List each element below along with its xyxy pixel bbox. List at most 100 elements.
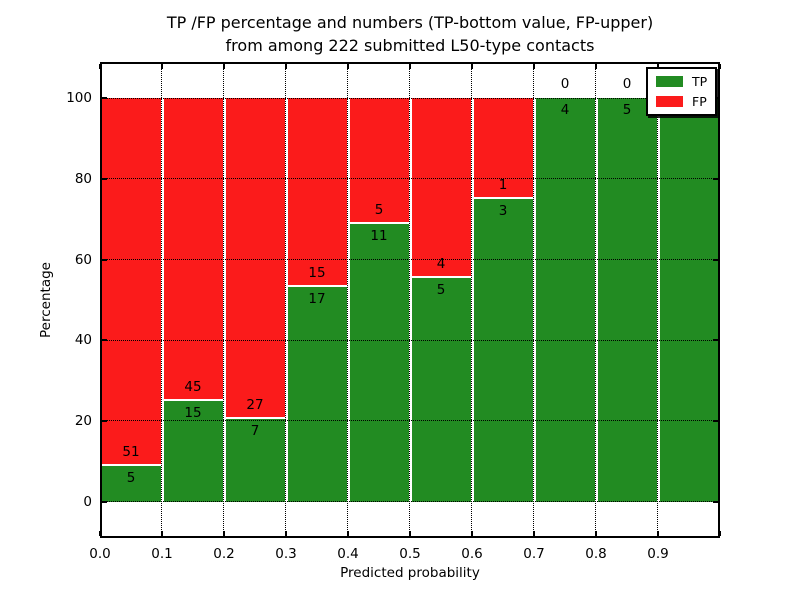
x-tick-mark (409, 531, 411, 536)
y-tick-label-80: 80 (74, 170, 92, 187)
bar-fp-bin-0.2 (225, 98, 285, 417)
y-tick-mark (713, 339, 718, 342)
y-tick-mark (713, 177, 718, 180)
gridline-x-0.1 (161, 62, 163, 538)
y-tick-mark (102, 339, 107, 342)
y-tick-label-100: 100 (66, 90, 92, 107)
y-tick-mark (102, 177, 107, 180)
x-tick-mark (347, 64, 349, 69)
bar-fp-bin-0.1 (163, 98, 223, 399)
legend-swatch-tp-icon (656, 76, 683, 87)
bar-tp-bin-0.7 (535, 98, 595, 502)
x-tick-mark (471, 531, 473, 536)
bar-tp-bin-0.9 (659, 98, 719, 502)
y-tick-mark (713, 258, 718, 261)
x-tick-label-0.8: 0.8 (585, 546, 607, 562)
fp-count-label: 15 (308, 265, 326, 282)
legend-swatch-fp-icon (656, 96, 683, 107)
fp-count-label: 27 (246, 396, 264, 413)
x-tick-label-0.9: 0.9 (647, 546, 669, 562)
legend: TP FP (646, 67, 718, 116)
gridline-x-0.5 (409, 62, 411, 538)
chart-title: TP /FP percentage and numbers (TP-bottom… (90, 11, 730, 57)
x-tick-label-0.5: 0.5 (399, 546, 421, 562)
tp-count-label: 7 (250, 422, 260, 439)
bar-tp-bin-0.3 (287, 287, 347, 502)
x-tick-mark (719, 531, 721, 536)
x-tick-mark (595, 531, 597, 536)
gridline-x-0.6 (471, 62, 473, 538)
bar-fp-bin-0.6 (473, 98, 533, 198)
x-tick-mark (223, 531, 225, 536)
chart-title-line2: from among 222 submitted L50-type contac… (225, 36, 595, 55)
fp-count-label: 51 (122, 443, 140, 460)
x-tick-mark (409, 64, 411, 69)
legend-entry-fp: FP (656, 95, 707, 108)
bar-tp-bin-0.2 (225, 418, 285, 502)
x-tick-label-0.4: 0.4 (337, 546, 359, 562)
fp-count-label: 5 (374, 202, 384, 219)
x-tick-mark (533, 64, 535, 69)
x-tick-mark (99, 531, 101, 536)
legend-label-tp: TP (692, 74, 708, 89)
legend-label-fp: FP (692, 94, 707, 109)
x-tick-mark (533, 531, 535, 536)
y-tick-mark (713, 420, 718, 423)
tp-count-label: 11 (370, 228, 388, 245)
y-tick-label-60: 60 (74, 251, 92, 268)
gridline-x-0.9 (657, 62, 659, 538)
x-tick-mark (161, 531, 163, 536)
tp-count-label: 4 (560, 102, 570, 119)
x-tick-label-0.2: 0.2 (213, 546, 235, 562)
bar-fp-bin-0.0 (101, 98, 161, 464)
bar-fp-bin-0.4 (349, 98, 409, 223)
fp-count-label: 1 (498, 177, 508, 194)
tp-count-label: 5 (126, 469, 136, 486)
y-axis-label: Percentage (38, 262, 54, 338)
tp-count-label: 5 (622, 102, 632, 119)
y-tick-mark (102, 97, 107, 100)
x-tick-mark (99, 64, 101, 69)
x-tick-label-0.7: 0.7 (523, 546, 545, 562)
bar-tp-bin-0.6 (473, 199, 533, 502)
x-tick-mark (285, 64, 287, 69)
chart-title-line1: TP /FP percentage and numbers (TP-bottom… (166, 13, 654, 32)
y-tick-label-20: 20 (74, 413, 92, 430)
gridline-x-0.2 (223, 62, 225, 538)
x-tick-mark (657, 531, 659, 536)
fp-count-label: 4 (436, 255, 446, 272)
x-tick-mark (657, 64, 659, 69)
gridline-x-0.3 (285, 62, 287, 538)
bar-tp-bin-0.0 (101, 465, 161, 502)
y-tick-mark (713, 500, 718, 503)
tp-count-label: 5 (436, 281, 446, 298)
x-tick-mark (223, 64, 225, 69)
bar-tp-bin-0.4 (349, 224, 409, 502)
x-tick-label-0.3: 0.3 (275, 546, 297, 562)
y-tick-mark (102, 500, 107, 503)
y-tick-label-0: 0 (83, 493, 92, 510)
fp-count-label: 45 (184, 378, 202, 395)
x-axis-label: Predicted probability (340, 565, 480, 581)
fp-count-label: 0 (560, 76, 570, 93)
bar-tp-bin-0.5 (411, 277, 471, 502)
x-tick-mark (161, 64, 163, 69)
bar-tp-bin-0.8 (597, 98, 657, 502)
gridline-x-0.7 (533, 62, 535, 538)
bar-fp-bin-0.5 (411, 98, 471, 276)
legend-entry-tp: TP (656, 75, 707, 88)
y-tick-label-40: 40 (74, 332, 92, 349)
x-tick-label-0.1: 0.1 (151, 546, 173, 562)
tp-count-label: 17 (308, 291, 326, 308)
x-tick-mark (285, 531, 287, 536)
y-tick-mark (102, 420, 107, 423)
x-tick-mark (719, 64, 721, 69)
x-tick-mark (595, 64, 597, 69)
fp-count-label: 0 (622, 76, 632, 93)
gridline-x-0.4 (347, 62, 349, 538)
x-tick-label-0.6: 0.6 (461, 546, 483, 562)
x-tick-mark (347, 531, 349, 536)
tp-count-label: 15 (184, 404, 202, 421)
